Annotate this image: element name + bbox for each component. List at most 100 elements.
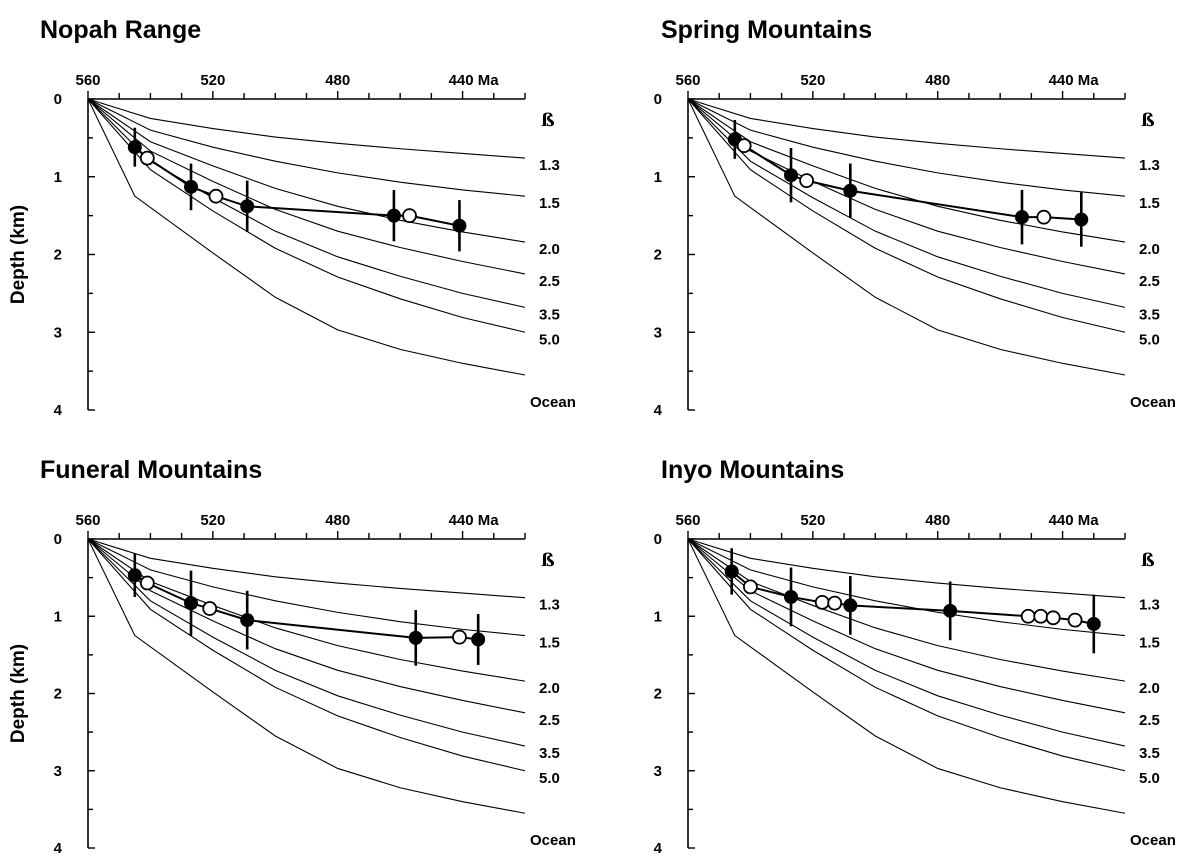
beta-curve-5-0 — [687, 98, 1126, 333]
y-tick-label: 2 — [54, 247, 62, 264]
beta-curve-1-3 — [87, 98, 526, 159]
beta-curve-2-0 — [687, 98, 1126, 243]
panel-3: Inyo Mountains 560 520 480 440 Ma 0 1 2 3 4 1.3 1.5… — [654, 456, 1176, 857]
curve-label: 1.5 — [1139, 635, 1160, 652]
filled-sample-point — [843, 598, 858, 613]
x-tick-label: 440 Ma — [449, 72, 500, 89]
x-tick-label: 560 — [675, 72, 700, 89]
curve-label: 1.5 — [539, 195, 560, 212]
panel-1: Spring Mountains 560 520 480 440 Ma 0 1 2 3 4 1.3 1… — [654, 16, 1176, 419]
curve-label: 2.5 — [1139, 712, 1160, 729]
x-tick-label: 480 — [325, 512, 350, 529]
x-tick-label: 560 — [75, 72, 100, 89]
y-tick-label: 3 — [654, 763, 662, 780]
beta-curve-3-5 — [687, 538, 1126, 747]
beta-curve-1-3 — [687, 98, 1126, 159]
filled-sample-point — [184, 596, 199, 611]
beta-curve-2-0 — [87, 98, 526, 243]
x-tick-label: 560 — [675, 512, 700, 529]
filled-sample-point — [184, 179, 199, 194]
panel-title: Spring Mountains — [661, 16, 872, 44]
x-tick-label: 440 Ma — [1049, 512, 1100, 529]
filled-sample-point — [127, 568, 142, 583]
y-tick-label: 3 — [54, 324, 62, 341]
beta-curve-5-0 — [87, 98, 526, 333]
beta-curve-ocean — [87, 538, 526, 814]
beta-curve-ocean — [687, 538, 1126, 814]
beta-symbol: ß — [1141, 550, 1155, 571]
curve-label: 1.5 — [1139, 195, 1160, 212]
curve-label: 3.5 — [539, 745, 560, 762]
filled-sample-point — [1014, 210, 1029, 225]
panel-title: Inyo Mountains — [661, 456, 844, 484]
y-tick-label: 1 — [654, 169, 662, 186]
curve-label: 3.5 — [539, 306, 560, 323]
curve-label: 3.5 — [1139, 306, 1160, 323]
y-tick-label: 4 — [654, 840, 663, 857]
beta-curve-3-5 — [687, 98, 1126, 308]
open-sample-point — [139, 150, 155, 166]
open-sample-point — [1020, 608, 1036, 624]
panel-0: Nopah Range 560 520 480 440 Ma 0 1 2 3 4 Depth (km… — [8, 16, 576, 419]
beta-symbol: ß — [541, 550, 555, 571]
y-tick-label: 1 — [654, 608, 662, 625]
beta-symbol: ß — [1141, 110, 1155, 131]
panel-title: Funeral Mountains — [40, 456, 262, 484]
curve-label: 2.0 — [1139, 241, 1160, 258]
filled-sample-point — [943, 603, 958, 618]
y-tick-label: 0 — [654, 91, 662, 108]
y-axis-label: Depth (km) — [8, 644, 29, 743]
curve-label: 5.0 — [1139, 331, 1160, 348]
curve-label: 2.0 — [1139, 680, 1160, 697]
filled-sample-point — [452, 218, 467, 233]
beta-curve-1-5 — [687, 98, 1126, 197]
x-tick-label: 440 Ma — [1049, 72, 1100, 89]
curve-label: Ocean — [530, 394, 576, 411]
y-tick-label: 1 — [54, 608, 62, 625]
y-tick-label: 4 — [54, 840, 63, 857]
curve-label: 1.3 — [1139, 157, 1160, 174]
filled-sample-point — [1086, 616, 1101, 631]
open-sample-point — [452, 629, 467, 645]
x-tick-label: 520 — [800, 512, 825, 529]
curve-label: Ocean — [1130, 394, 1176, 411]
curve-label: 2.5 — [539, 273, 560, 290]
x-tick-label: 520 — [200, 512, 225, 529]
y-tick-label: 4 — [54, 402, 63, 419]
filled-sample-point — [408, 630, 423, 645]
beta-curve-ocean — [687, 98, 1126, 376]
beta-curve-1-3 — [87, 538, 526, 599]
curve-label: 5.0 — [539, 331, 560, 348]
open-sample-point — [1033, 608, 1049, 624]
filled-sample-point — [127, 140, 142, 155]
curve-label: 3.5 — [1139, 745, 1160, 762]
open-sample-point — [736, 138, 752, 154]
open-sample-point — [1036, 209, 1052, 225]
y-axis-label: Depth (km) — [8, 205, 29, 304]
y-tick-label: 3 — [54, 763, 62, 780]
open-sample-point — [402, 208, 417, 224]
y-tick-label: 2 — [54, 686, 62, 703]
filled-sample-point — [843, 183, 858, 198]
curve-label: 5.0 — [539, 770, 560, 787]
filled-sample-point — [240, 199, 255, 214]
beta-curve-5-0 — [87, 538, 526, 772]
beta-curve-1-5 — [87, 538, 526, 637]
filled-sample-point — [240, 613, 255, 628]
y-tick-label: 0 — [654, 531, 662, 548]
y-tick-label: 2 — [654, 247, 662, 264]
curve-label: 2.5 — [539, 712, 560, 729]
curve-label: 2.0 — [539, 241, 560, 258]
beta-symbol: ß — [541, 110, 555, 131]
open-sample-point — [1067, 612, 1083, 628]
panel-2: Funeral Mountains 560 520 480 440 Ma 0 1 2 3 4 Dep… — [8, 456, 576, 857]
open-sample-point — [799, 173, 815, 189]
x-tick-label: 480 — [325, 72, 350, 89]
x-tick-label: 440 Ma — [449, 512, 500, 529]
open-sample-point — [202, 601, 218, 616]
beta-curve-2-0 — [687, 538, 1126, 682]
curve-label: 5.0 — [1139, 770, 1160, 787]
y-tick-label: 0 — [54, 531, 62, 548]
y-tick-label: 1 — [54, 169, 62, 186]
